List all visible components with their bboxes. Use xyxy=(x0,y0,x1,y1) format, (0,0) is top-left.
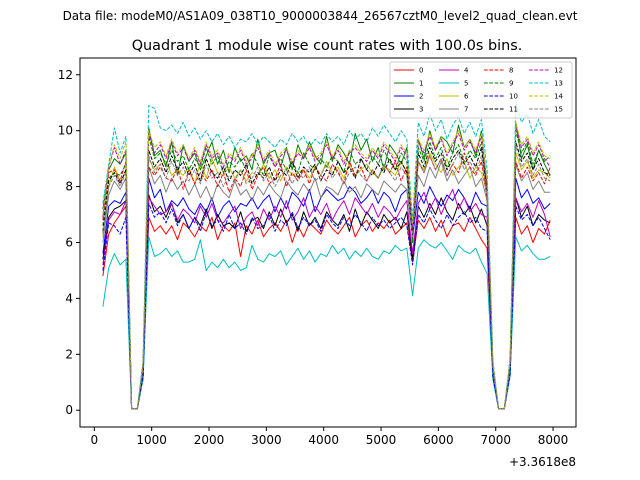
legend-label-5: 5 xyxy=(464,80,468,88)
x-tick-label: 8000 xyxy=(538,433,569,447)
x-tick-label: 6000 xyxy=(423,433,454,447)
series-layer xyxy=(102,102,551,410)
legend-label-6: 6 xyxy=(464,93,469,101)
x-tick-label: 4000 xyxy=(308,433,339,447)
x-offset-label: +3.3618e8 xyxy=(509,455,576,469)
y-tick-label: 12 xyxy=(58,68,73,82)
series-line-7 xyxy=(102,160,551,410)
x-tick-label: 2000 xyxy=(194,433,225,447)
series-line-13 xyxy=(102,102,551,410)
series-line-10 xyxy=(102,202,551,410)
y-tick-label: 0 xyxy=(65,403,73,417)
series-line-0 xyxy=(102,205,551,410)
series-line-8 xyxy=(102,152,551,410)
x-tick-label: 7000 xyxy=(480,433,511,447)
legend-label-13: 13 xyxy=(554,80,563,88)
axes: 0 1000 2000 3000 4000 5000 6000 7000 80000246810… xyxy=(58,57,577,447)
series-line-5 xyxy=(102,236,551,410)
legend-label-10: 10 xyxy=(509,93,518,101)
x-tick-label: 5000 xyxy=(366,433,397,447)
legend-label-11: 11 xyxy=(509,106,518,114)
y-tick-label: 10 xyxy=(58,124,73,138)
legend-label-1: 1 xyxy=(419,80,423,88)
legend-label-0: 0 xyxy=(419,67,423,75)
y-tick-label: 2 xyxy=(65,347,73,361)
series-line-12 xyxy=(102,124,551,410)
y-tick-label: 4 xyxy=(65,291,73,305)
legend-box xyxy=(389,61,573,119)
legend-label-9: 9 xyxy=(509,80,513,88)
figure-suptitle: Data file: modeM0/AS1A09_038T10_90000038… xyxy=(63,9,578,23)
legend-label-4: 4 xyxy=(464,67,469,75)
x-tick-label: 3000 xyxy=(251,433,282,447)
legend-label-15: 15 xyxy=(554,106,563,114)
series-line-15 xyxy=(102,144,551,410)
legend-label-14: 14 xyxy=(554,93,563,101)
chart-title: Quadrant 1 module wise count rates with … xyxy=(132,38,523,54)
y-tick-label: 6 xyxy=(65,236,73,250)
legend-label-3: 3 xyxy=(419,106,423,114)
series-line-9 xyxy=(102,130,551,410)
series-line-4 xyxy=(102,188,551,410)
x-tick-label: 1000 xyxy=(136,433,167,447)
series-line-11 xyxy=(102,141,551,410)
series-line-3 xyxy=(102,194,551,410)
legend-label-7: 7 xyxy=(464,106,468,114)
series-line-2 xyxy=(102,177,551,410)
x-tick-label: 0 xyxy=(91,433,99,447)
y-tick-label: 8 xyxy=(65,180,73,194)
series-line-14 xyxy=(102,121,551,410)
legend-label-8: 8 xyxy=(509,67,513,75)
legend-label-2: 2 xyxy=(419,93,423,101)
legend-label-12: 12 xyxy=(554,67,563,75)
